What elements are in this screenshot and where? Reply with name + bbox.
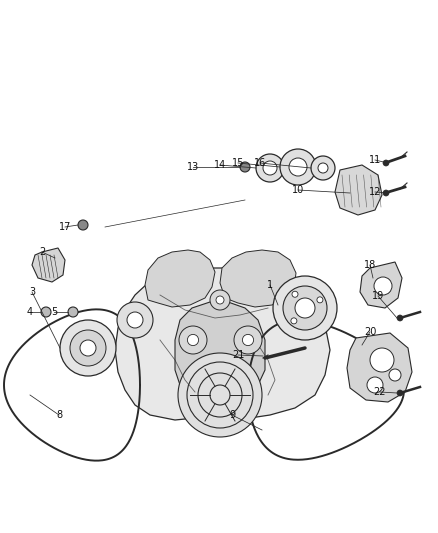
Circle shape: [127, 312, 143, 328]
Circle shape: [370, 348, 394, 372]
Circle shape: [317, 297, 323, 303]
Circle shape: [216, 296, 224, 304]
Circle shape: [311, 156, 335, 180]
Circle shape: [210, 290, 230, 310]
Text: 20: 20: [364, 327, 376, 337]
Circle shape: [80, 340, 96, 356]
Polygon shape: [347, 333, 412, 402]
Circle shape: [60, 320, 116, 376]
Circle shape: [289, 158, 307, 176]
Text: 8: 8: [56, 410, 62, 420]
Circle shape: [280, 149, 316, 185]
Circle shape: [383, 160, 389, 166]
Circle shape: [283, 286, 327, 330]
Text: 13: 13: [187, 162, 199, 172]
Polygon shape: [335, 165, 382, 215]
Text: 3: 3: [29, 287, 35, 297]
Circle shape: [41, 307, 51, 317]
Circle shape: [374, 277, 392, 295]
Circle shape: [295, 298, 315, 318]
Polygon shape: [175, 302, 265, 396]
Text: 19: 19: [372, 291, 384, 301]
Text: 2: 2: [39, 247, 45, 257]
Text: 16: 16: [254, 158, 266, 168]
Circle shape: [256, 154, 284, 182]
Circle shape: [68, 307, 78, 317]
Text: 18: 18: [364, 260, 376, 270]
Circle shape: [242, 334, 254, 345]
Circle shape: [318, 163, 328, 173]
Polygon shape: [145, 250, 215, 307]
Text: 17: 17: [59, 222, 71, 232]
Text: 11: 11: [369, 155, 381, 165]
Circle shape: [291, 318, 297, 324]
Text: 9: 9: [229, 410, 235, 420]
Circle shape: [240, 162, 250, 172]
Text: 15: 15: [232, 158, 244, 168]
Circle shape: [273, 276, 337, 340]
Circle shape: [70, 330, 106, 366]
Polygon shape: [115, 268, 330, 420]
Circle shape: [397, 390, 403, 396]
Circle shape: [383, 190, 389, 196]
Circle shape: [397, 315, 403, 321]
Polygon shape: [32, 248, 65, 282]
Circle shape: [187, 334, 198, 345]
Circle shape: [78, 220, 88, 230]
Circle shape: [263, 161, 277, 175]
Circle shape: [292, 291, 298, 297]
Circle shape: [179, 326, 207, 354]
Text: 5: 5: [51, 307, 57, 317]
Circle shape: [234, 326, 262, 354]
Circle shape: [389, 369, 401, 381]
Text: 10: 10: [292, 185, 304, 195]
Circle shape: [178, 353, 262, 437]
Polygon shape: [360, 262, 402, 308]
Text: 12: 12: [369, 187, 381, 197]
Text: 1: 1: [267, 280, 273, 290]
Circle shape: [367, 377, 383, 393]
Text: 21: 21: [232, 350, 244, 360]
Text: 22: 22: [374, 387, 386, 397]
Text: 4: 4: [27, 307, 33, 317]
Circle shape: [117, 302, 153, 338]
Polygon shape: [220, 250, 296, 307]
Text: 14: 14: [214, 160, 226, 170]
